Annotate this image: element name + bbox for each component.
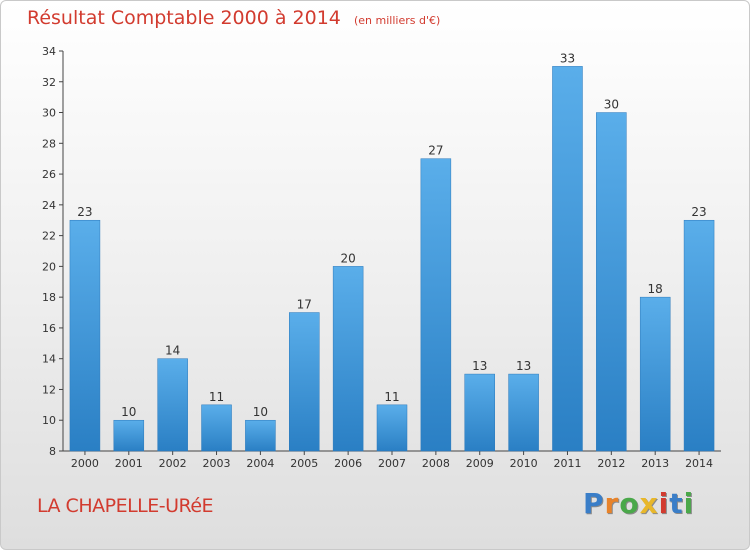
data-label-2013: 18 bbox=[648, 282, 663, 296]
logo-letter: x bbox=[639, 487, 659, 520]
bar-2003 bbox=[201, 404, 232, 452]
bar-2004 bbox=[245, 419, 276, 452]
bar-2012 bbox=[596, 112, 627, 452]
y-tick-label: 8 bbox=[49, 445, 56, 458]
logo-letter: i bbox=[658, 487, 670, 520]
x-tick-label-2007: 2007 bbox=[378, 457, 406, 470]
x-tick-label-2009: 2009 bbox=[466, 457, 494, 470]
y-tick-label: 10 bbox=[42, 414, 56, 427]
bar-2000 bbox=[69, 219, 101, 452]
logo-letter: i bbox=[683, 487, 695, 520]
data-label-2005: 17 bbox=[297, 298, 312, 312]
bar-2002 bbox=[157, 358, 188, 452]
bar-2014 bbox=[683, 219, 715, 452]
data-label-2014: 23 bbox=[691, 205, 706, 219]
x-tick-label-2003: 2003 bbox=[203, 457, 231, 470]
data-label-2011: 33 bbox=[560, 51, 575, 65]
data-label-2003: 11 bbox=[209, 390, 224, 404]
data-label-2008: 27 bbox=[428, 144, 443, 158]
data-label-2010: 13 bbox=[516, 359, 531, 373]
y-tick-label: 12 bbox=[42, 383, 56, 396]
proxiti-logo: Proxiti bbox=[583, 487, 694, 520]
x-tick-label-2002: 2002 bbox=[159, 457, 187, 470]
y-tick-label: 14 bbox=[42, 353, 56, 366]
y-tick-label: 18 bbox=[42, 291, 56, 304]
data-label-2007: 11 bbox=[384, 390, 399, 404]
logo-letter: P bbox=[583, 487, 605, 520]
bar-2001 bbox=[113, 419, 145, 452]
title-block: Résultat Comptable 2000 à 2014 (en milli… bbox=[27, 7, 440, 29]
data-label-2006: 20 bbox=[340, 251, 355, 265]
x-tick-label-2012: 2012 bbox=[597, 457, 625, 470]
x-tick-label-2011: 2011 bbox=[553, 457, 581, 470]
bar-2010 bbox=[508, 373, 539, 452]
bar-2009 bbox=[464, 373, 495, 452]
y-tick-label: 34 bbox=[42, 45, 56, 58]
chart-title: Résultat Comptable 2000 à 2014 bbox=[27, 7, 341, 29]
y-tick-label: 22 bbox=[42, 230, 56, 243]
y-tick-label: 32 bbox=[42, 76, 56, 89]
x-tick-label-2014: 2014 bbox=[685, 457, 713, 470]
y-tick-label: 24 bbox=[42, 199, 56, 212]
data-label-2000: 23 bbox=[77, 205, 92, 219]
y-tick-label: 28 bbox=[42, 137, 56, 150]
x-tick-label-2005: 2005 bbox=[290, 457, 318, 470]
bars bbox=[69, 66, 715, 452]
data-label-2004: 10 bbox=[253, 405, 268, 419]
bar-2005 bbox=[289, 312, 320, 452]
data-label-2012: 30 bbox=[604, 98, 619, 112]
data-label-2002: 14 bbox=[165, 344, 180, 358]
y-tick-label: 20 bbox=[42, 260, 56, 273]
bar-2007 bbox=[376, 404, 408, 452]
x-tick-label-2008: 2008 bbox=[422, 457, 450, 470]
logo-letter: r bbox=[604, 487, 620, 520]
bar-2006 bbox=[332, 266, 364, 452]
x-tick-label-2001: 2001 bbox=[115, 457, 143, 470]
data-labels: 23 10 14 11 10 17 20 11 27 13 13 33 30 18 23 bbox=[77, 51, 706, 419]
bar-2013 bbox=[639, 296, 671, 452]
bar-2011 bbox=[552, 66, 583, 452]
data-label-2001: 10 bbox=[121, 405, 136, 419]
x-tick-label-2010: 2010 bbox=[510, 457, 538, 470]
chart-subtitle: (en milliers d'€) bbox=[353, 14, 441, 27]
logo-letter: o bbox=[619, 487, 640, 520]
y-tick-label: 16 bbox=[42, 322, 56, 335]
bar-2008 bbox=[420, 158, 452, 452]
y-tick-label: 26 bbox=[42, 168, 56, 181]
x-tick-label-2004: 2004 bbox=[246, 457, 274, 470]
x-tick-label-2000: 2000 bbox=[71, 457, 99, 470]
x-tick-label-2006: 2006 bbox=[334, 457, 362, 470]
data-label-2009: 13 bbox=[472, 359, 487, 373]
x-tick-label-2013: 2013 bbox=[641, 457, 669, 470]
commune-name: LA CHAPELLE-URéE bbox=[37, 495, 214, 517]
y-tick-label: 30 bbox=[42, 107, 56, 120]
logo-letter: t bbox=[669, 487, 684, 520]
